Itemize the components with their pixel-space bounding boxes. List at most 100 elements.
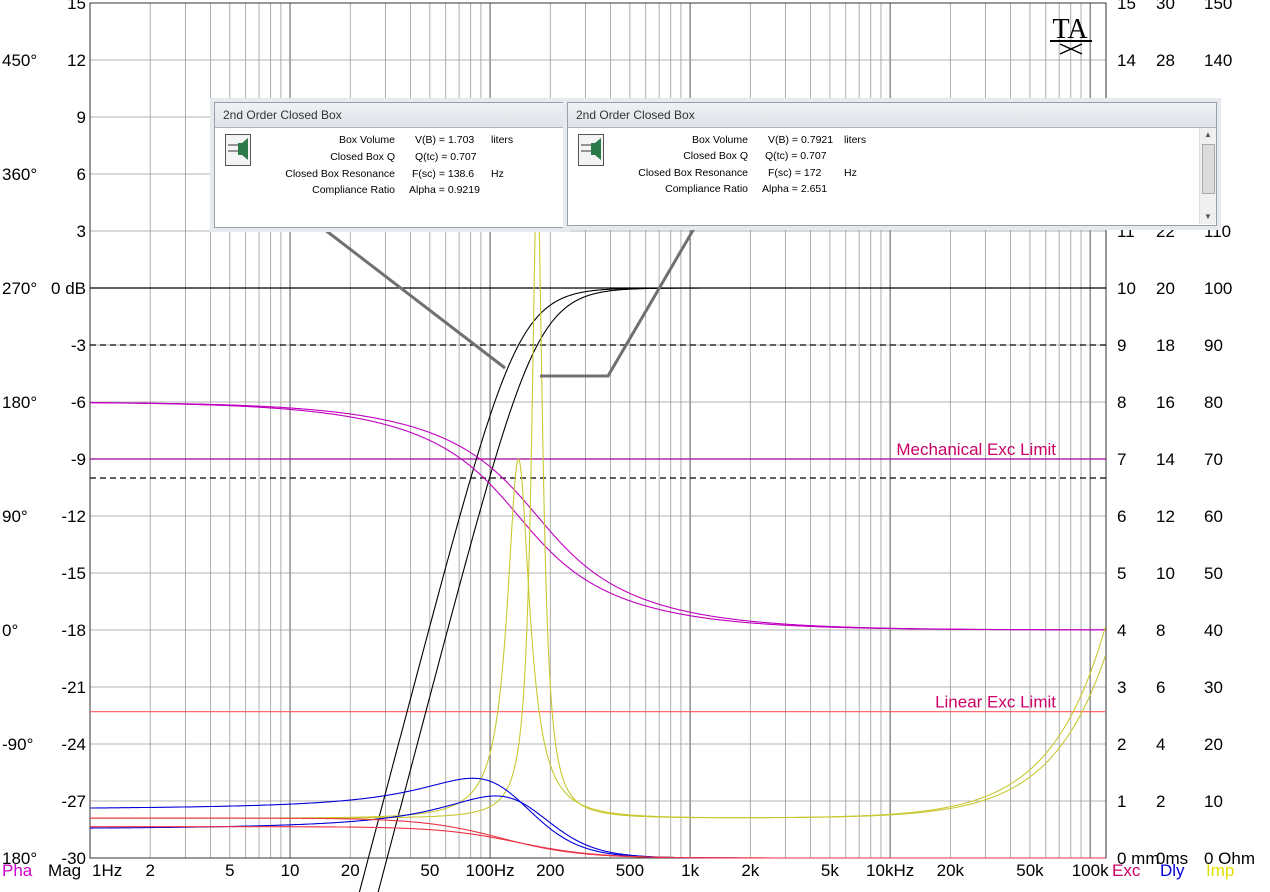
panel-scrollbar[interactable]: ▲ ▼ bbox=[1199, 128, 1216, 224]
y-tick-label: 3 bbox=[77, 222, 86, 241]
closed-box-panel-1[interactable]: 2nd Order Closed Box Box Volume V(B) = 1… bbox=[214, 102, 566, 228]
x-tick-label: 100k bbox=[1072, 861, 1109, 880]
excursion-tick-label: 11 bbox=[1117, 222, 1135, 241]
scroll-up-arrow-icon[interactable]: ▲ bbox=[1204, 130, 1212, 139]
y-tick-label: -9 bbox=[71, 450, 86, 469]
param-value: Q(tc) = 0.707 bbox=[765, 150, 827, 162]
panel-title[interactable]: 2nd Order Closed Box bbox=[568, 103, 1216, 128]
delay-tick-label: 2 bbox=[1156, 792, 1165, 811]
excursion-tick-label: 2 bbox=[1117, 735, 1126, 754]
magnitude-curve bbox=[377, 287, 1106, 892]
panel-body: Box Volume V(B) = 0.7921 liters Closed B… bbox=[568, 128, 1216, 224]
dly-legend-label: Dly bbox=[1160, 861, 1185, 880]
scroll-down-arrow-icon[interactable]: ▼ bbox=[1204, 212, 1212, 221]
param-unit: liters bbox=[491, 134, 514, 146]
delay-tick-label: 16 bbox=[1156, 393, 1175, 412]
impedance-tick-label: 0 Ohm bbox=[1204, 849, 1255, 868]
reference-lines: Mechanical Exc Limit Linear Exc Limit bbox=[90, 287, 1106, 713]
phase-tick-label: 0° bbox=[2, 621, 18, 640]
excursion-tick-label: 0 mm bbox=[1117, 849, 1160, 868]
excursion-tick-label: 14 bbox=[1117, 51, 1136, 70]
exc-legend-label: Exc bbox=[1112, 861, 1141, 880]
panel-title[interactable]: 2nd Order Closed Box bbox=[215, 103, 565, 128]
excursion-tick-label: 15 bbox=[1117, 0, 1136, 13]
impedance-tick-label: 140 bbox=[1204, 51, 1232, 70]
scroll-thumb[interactable] bbox=[1202, 144, 1215, 194]
param-unit: liters bbox=[844, 134, 867, 146]
param-value: Alpha = 2.651 bbox=[762, 183, 828, 195]
pha-legend-label: Pha bbox=[2, 861, 33, 880]
param-label: Closed Box Q bbox=[330, 151, 395, 163]
closed-box-panel-2[interactable]: 2nd Order Closed Box Box Volume V(B) = 0… bbox=[567, 102, 1217, 226]
excursion-tick-label: 1 bbox=[1117, 792, 1126, 811]
excursion-tick-label: 9 bbox=[1117, 336, 1126, 355]
delay-tick-label: 8 bbox=[1156, 621, 1165, 640]
x-tick-label: 5k bbox=[821, 861, 839, 880]
delay-tick-label: 20 bbox=[1156, 279, 1175, 298]
param-value: V(B) = 1.703 bbox=[415, 134, 475, 146]
phase-tick-label: -90° bbox=[2, 735, 33, 754]
y-tick-label: -3 bbox=[71, 336, 86, 355]
y-tick-label: 0 dB bbox=[51, 279, 86, 298]
excursion-curve bbox=[90, 826, 1106, 859]
panel-connector-line bbox=[289, 201, 506, 370]
excursion-tick-label: 8 bbox=[1117, 393, 1126, 412]
reference-line-label: Linear Exc Limit bbox=[935, 693, 1056, 712]
impedance-tick-label: 90 bbox=[1204, 336, 1223, 355]
x-tick-label: 1k bbox=[681, 861, 699, 880]
delay-tick-label: 18 bbox=[1156, 336, 1175, 355]
y-tick-label: -21 bbox=[61, 678, 86, 697]
x-tick-label: 20k bbox=[937, 861, 965, 880]
excursion-tick-label: 5 bbox=[1117, 564, 1126, 583]
param-label: Closed Box Q bbox=[683, 150, 748, 162]
impedance-tick-label: 150 bbox=[1204, 0, 1232, 13]
x-tick-label: 50k bbox=[1016, 861, 1044, 880]
param-value: Q(tc) = 0.707 bbox=[415, 151, 477, 163]
phase-tick-label: 90° bbox=[2, 507, 28, 526]
panel-connector-line bbox=[540, 207, 708, 378]
y-tick-label: -30 bbox=[61, 849, 86, 868]
x-tick-label: 1Hz bbox=[92, 861, 122, 880]
param-value: Alpha = 0.9219 bbox=[409, 184, 480, 196]
x-tick-label: 20 bbox=[341, 861, 360, 880]
param-unit: Hz bbox=[491, 168, 504, 180]
impedance-tick-label: 100 bbox=[1204, 279, 1232, 298]
delay-tick-label: 10 bbox=[1156, 564, 1175, 583]
y-tick-label: 12 bbox=[67, 51, 86, 70]
phase-curve bbox=[90, 402, 1106, 631]
excursion-curve bbox=[90, 817, 1106, 859]
excursion-tick-label: 10 bbox=[1117, 279, 1136, 298]
plot-frame bbox=[89, 2, 1107, 859]
impedance-tick-label: 10 bbox=[1204, 792, 1223, 811]
logo-cross-line bbox=[1059, 43, 1083, 55]
impedance-tick-label: 40 bbox=[1204, 621, 1223, 640]
speaker-icon bbox=[225, 134, 251, 166]
impedance-curve bbox=[90, 174, 1106, 819]
excursion-tick-label: 3 bbox=[1117, 678, 1126, 697]
delay-tick-label: 0ms bbox=[1156, 849, 1188, 868]
y-tick-label: 6 bbox=[77, 165, 86, 184]
y-tick-label: -6 bbox=[71, 393, 86, 412]
delay-tick-label: 30 bbox=[1156, 0, 1175, 13]
y-tick-label: -18 bbox=[61, 621, 86, 640]
impedance-tick-label: 80 bbox=[1204, 393, 1223, 412]
x-tick-label: 500 bbox=[616, 861, 644, 880]
x-tick-label: 2 bbox=[145, 861, 154, 880]
x-tick-label: 10kHz bbox=[866, 861, 914, 880]
phase-tick-label: 270° bbox=[2, 279, 37, 298]
connectors bbox=[289, 201, 708, 378]
x-tick-label: 2k bbox=[741, 861, 759, 880]
param-label: Box Volume bbox=[338, 134, 395, 146]
param-unit: Hz bbox=[844, 167, 857, 179]
impedance-tick-label: 110 bbox=[1204, 222, 1231, 241]
logo-text: TA bbox=[1052, 14, 1088, 45]
y-tick-label: -27 bbox=[61, 792, 86, 811]
x-tick-label: 200 bbox=[536, 861, 564, 880]
impedance-tick-label: 30 bbox=[1204, 678, 1223, 697]
x-tick-label: 50 bbox=[420, 861, 439, 880]
param-value: F(sc) = 172 bbox=[768, 167, 822, 179]
impedance-tick-label: 50 bbox=[1204, 564, 1223, 583]
excursion-tick-label: 6 bbox=[1117, 507, 1126, 526]
delay-tick-label: 4 bbox=[1156, 735, 1165, 754]
